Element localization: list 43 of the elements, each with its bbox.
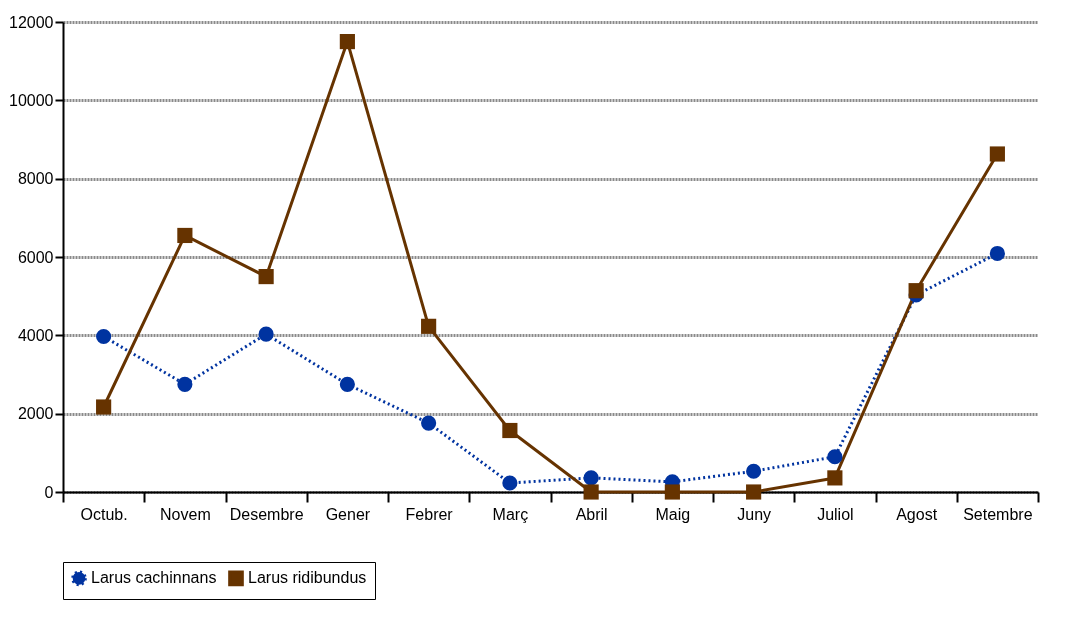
y-tick-label: 10000 bbox=[9, 91, 54, 109]
point bbox=[177, 227, 193, 244]
x-tick-label: Juliol bbox=[817, 505, 854, 523]
y-tick-label: 2000 bbox=[17, 405, 54, 423]
x-tick-label: Novem bbox=[160, 505, 211, 523]
point bbox=[746, 484, 762, 500]
x-tick-label: Octub. bbox=[80, 505, 128, 523]
point bbox=[583, 470, 599, 486]
point bbox=[96, 328, 112, 345]
legend-label: Larus cachinnans bbox=[91, 569, 217, 587]
point bbox=[827, 449, 843, 465]
point bbox=[746, 463, 762, 479]
x-tick-label: Agost bbox=[896, 505, 938, 523]
x-tick-label: Setembre bbox=[963, 505, 1033, 523]
point bbox=[583, 484, 599, 500]
y-tick-label: 8000 bbox=[17, 170, 54, 188]
y-tick-label: 6000 bbox=[17, 248, 54, 266]
point bbox=[421, 318, 437, 334]
point bbox=[421, 415, 437, 431]
point bbox=[989, 245, 1005, 262]
x-tick-label: Desembre bbox=[229, 505, 304, 523]
point bbox=[177, 376, 193, 392]
point bbox=[339, 376, 355, 392]
y-tick-label: 0 bbox=[44, 483, 54, 501]
point bbox=[339, 34, 355, 50]
point bbox=[827, 470, 843, 486]
x-tick-label: Abril bbox=[575, 505, 608, 523]
x-tick-label: Gener bbox=[325, 505, 371, 523]
point bbox=[502, 422, 518, 439]
x-tick-label: Febrer bbox=[405, 505, 454, 523]
y-tick-label: 4000 bbox=[17, 326, 54, 344]
x-tick-label: Març bbox=[492, 505, 529, 523]
point bbox=[989, 146, 1005, 162]
point bbox=[502, 475, 518, 491]
point bbox=[258, 269, 274, 285]
y-tick-label: 12000 bbox=[9, 13, 54, 31]
x-tick-label: Juny bbox=[737, 505, 772, 523]
point bbox=[96, 399, 112, 415]
point bbox=[258, 326, 274, 342]
point bbox=[664, 484, 680, 500]
x-tick-label: Maig bbox=[655, 505, 691, 523]
legend-label: Larus ridibundus bbox=[248, 569, 367, 587]
point bbox=[908, 283, 924, 299]
